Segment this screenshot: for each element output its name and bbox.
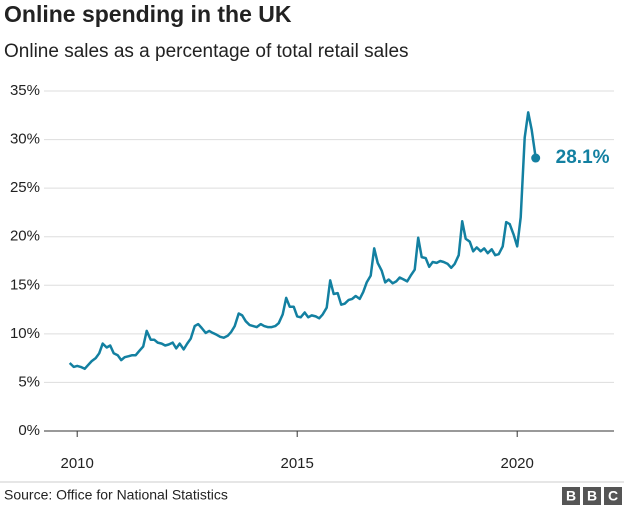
logo-letter: B	[566, 488, 576, 504]
y-tick-label: 25%	[10, 179, 40, 196]
logo-block	[583, 487, 601, 505]
bbc-logo: B B C	[562, 487, 622, 505]
x-tick-label: 2015	[281, 455, 314, 472]
source: Source: Office for National Statistics	[4, 487, 228, 503]
y-tick-label: 20%	[10, 228, 40, 245]
y-tick-label: 0%	[18, 422, 40, 439]
data-line	[68, 111, 537, 371]
y-tick-label: 10%	[10, 325, 40, 342]
y-tick-label: 30%	[10, 131, 40, 148]
y-tick-label: 35%	[10, 82, 40, 99]
chart-title: Online spending in the UK	[4, 1, 292, 27]
logo-block	[604, 487, 622, 505]
x-tick-label: 2020	[501, 455, 534, 472]
logo-letter: C	[608, 488, 618, 504]
end-point	[531, 153, 541, 163]
end-label: 28.1%	[556, 147, 610, 168]
chart-subtitle: Online sales as a percentage of total re…	[4, 41, 409, 62]
logo-block	[562, 487, 580, 505]
logo-letter: B	[587, 488, 597, 504]
y-tick-label: 15%	[10, 276, 40, 293]
y-tick-label: 5%	[18, 373, 40, 390]
x-tick-label: 2010	[61, 455, 94, 472]
